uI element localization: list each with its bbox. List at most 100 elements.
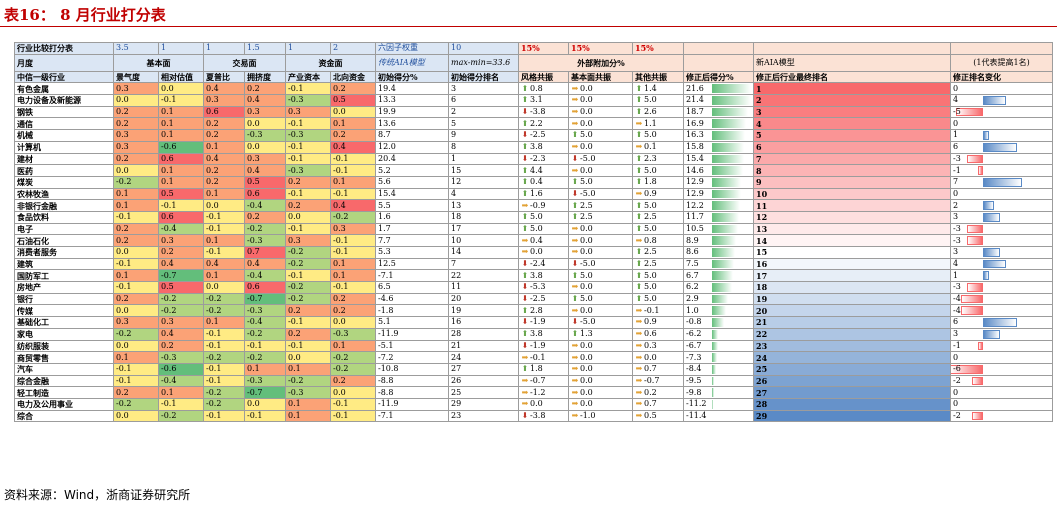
resonance-value: 2.3 [644,153,657,163]
factor-score: 0.1 [203,234,245,247]
factor-score: 0.2 [330,374,376,388]
rank-change-value: -3 [953,282,961,292]
header-row-columns: 中信一级行业 景气度 相对估值 夏普比 拥挤度 产业资本 北向资金 初始得分% 初始得分排名 风格… [14,70,1053,84]
rank-change: 6 [950,140,1053,154]
weight-2: 1 [158,42,204,55]
rank-change: -3 [950,234,1053,247]
factor-score: 0.0 [244,140,286,154]
factor-score: 0.7 [244,246,286,259]
factor-score: 0.2 [113,222,159,236]
resonance-cell: ➡ 0.0 [568,94,633,107]
adjusted-score: -11.4 [683,409,754,423]
rank-change: 3 [950,327,1053,341]
adjusted-score: 15.8 [683,140,754,154]
resonance-value: 2.2 [530,118,543,128]
resonance-value: -2.5 [530,130,546,140]
final-rank: 6 [753,140,951,154]
table-row: 国防军工 0.1 -0.7 0.1 -0.4 -0.1 0.1 -7.1 22 ⬆ 3.8 ⬆ 5.0 ⬆… [14,269,1053,283]
arrow-down-icon: ⬇ [521,340,529,350]
score-data-bar [711,107,748,117]
adjusted-score: 7.5 [683,257,754,271]
rank-change-value: 3 [953,329,959,339]
arrow-right-icon: ➡ [635,317,643,327]
initial-score: -7.1 [375,269,449,283]
rank-change-bar [983,259,1006,269]
factor-score: 0.6 [158,152,204,166]
factor-score: 0.2 [203,175,245,189]
factor-score: 0.1 [285,362,331,376]
factor-score: 0.2 [113,105,159,119]
score-data-bar [711,119,746,129]
resonance-cell: ⬆ 4.4 [518,164,569,177]
rank-change: -4 [950,304,1053,318]
resonance-cell: ➡ 0.7 [632,397,684,411]
resonance-cell: ➡ 0.0 [568,374,633,388]
factor-score: 0.1 [203,187,245,201]
adjusted-score-value: -11.2 [686,399,707,409]
resonance-cell: ⬆ 2.5 [568,210,633,224]
initial-rank: 3 [448,82,519,96]
table-row: 传媒 0.0 -0.2 -0.2 -0.3 0.2 0.2 -1.8 19 ⬆ 2.8 ➡ 0.0 ➡ -0… [14,304,1053,318]
factor-score: 0.0 [330,105,376,119]
initial-rank: 26 [448,374,519,388]
adjusted-score-value: 14.6 [686,165,704,175]
rank-change: 1 [950,129,1053,142]
factor-score: -0.2 [203,397,245,411]
resonance-value: 1.6 [530,188,543,198]
adjusted-score: 12.9 [683,175,754,189]
factor-score: 0.0 [203,199,245,212]
factor-score: -0.3 [244,129,286,142]
weight-4: 1.5 [244,42,286,55]
arrow-right-icon: ➡ [521,235,529,245]
initial-rank: 27 [448,362,519,376]
factor-score: 0.6 [158,210,204,224]
resonance-cell: ➡ 0.0 [568,140,633,154]
traditional-aia-label: 传统AIA模型 [375,53,449,72]
resonance-cell: ⬇ -2.5 [518,129,569,142]
resonance-cell: ➡ 0.0 [568,339,633,353]
industry-name: 非银行金融 [14,199,114,212]
industry-name: 建筑 [14,257,114,271]
factor-score: 0.1 [330,175,376,189]
factor-score: -0.2 [244,351,286,364]
score-data-bar [711,236,736,245]
arrow-right-icon: ➡ [571,387,579,397]
resonance-cell: ⬆ 1.6 [518,187,569,201]
industry-name: 通信 [14,117,114,131]
initial-score: -8.8 [375,374,449,388]
factor-score: 0.3 [158,316,204,329]
rank-change: 0 [950,351,1053,364]
initial-score: 19.4 [375,82,449,96]
factor-score: -0.2 [330,362,376,376]
adjusted-score-value: 8.6 [686,247,699,257]
factor-score: -0.2 [285,292,331,306]
factor-score: 0.0 [113,94,159,107]
final-rank: 3 [753,105,951,119]
resonance-cell: ➡ 0.6 [632,327,684,341]
arrow-right-icon: ➡ [571,305,579,315]
factor-score: 0.4 [330,199,376,212]
final-rank: 1 [753,82,951,96]
initial-rank: 19 [448,304,519,318]
resonance-value: -5.3 [530,282,546,292]
table-row: 煤炭 -0.2 0.1 0.2 0.5 0.2 0.1 5.6 12 ⬆ 0.4 ⬆ 5.0 ⬆ 1.8 12… [14,175,1053,189]
final-rank: 26 [753,374,951,388]
score-data-bar [711,259,734,269]
industry-name: 煤炭 [14,175,114,189]
rank-change-bar [966,154,984,164]
arrow-right-icon: ➡ [571,83,579,93]
col-header-northbound: 北向资金 [330,70,376,84]
factor-score: 0.1 [113,187,159,201]
industry-name: 钢铁 [14,105,114,119]
initial-score: 5.2 [375,164,449,177]
resonance-cell: ⬆ 2.5 [632,210,684,224]
factor-score: -0.1 [244,339,286,353]
industry-name: 家电 [14,327,114,341]
factor-score: 0.0 [158,82,204,96]
arrow-up-icon: ⬆ [635,294,643,304]
resonance-cell: ⬇ -5.0 [568,187,633,201]
arrow-right-icon: ➡ [571,364,579,374]
arrow-up-icon: ⬆ [521,212,529,222]
resonance-cell: ⬆ 1.8 [632,175,684,189]
arrow-right-icon: ➡ [571,399,579,409]
